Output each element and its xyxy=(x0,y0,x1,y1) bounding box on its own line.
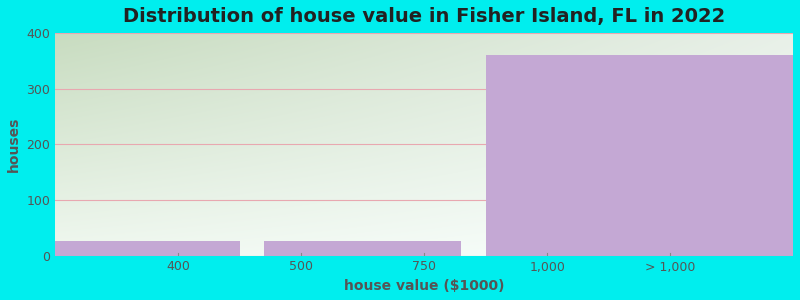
X-axis label: house value ($1000): house value ($1000) xyxy=(344,279,504,293)
Y-axis label: houses: houses xyxy=(7,117,21,172)
Bar xyxy=(486,55,793,256)
Title: Distribution of house value in Fisher Island, FL in 2022: Distribution of house value in Fisher Is… xyxy=(123,7,726,26)
Bar xyxy=(55,241,240,256)
Bar xyxy=(264,241,461,256)
